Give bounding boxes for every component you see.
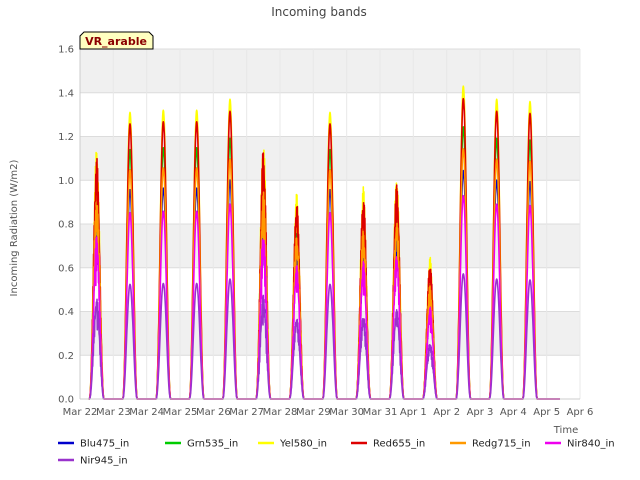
- y-tick-labels: 0.0 0.2 0.4 0.6 0.8 1.0 1.2 1.4 1.6: [58, 45, 74, 406]
- x-axis-label: Time: [553, 425, 578, 436]
- x-tick-label: Mar 25: [163, 407, 198, 418]
- plot-band: [80, 49, 580, 93]
- y-tick-label: 1.0: [58, 176, 74, 187]
- y-tick-label: 0.4: [58, 307, 74, 318]
- x-tick-label: Apr 5: [533, 407, 560, 418]
- y-tick-label: 0.2: [58, 351, 74, 362]
- legend-label: Nir840_in: [567, 439, 615, 450]
- x-tick-label: Apr 2: [433, 407, 460, 418]
- site-badge-label: VR_arable: [85, 35, 147, 48]
- site-badge: VR_arable: [79, 31, 154, 50]
- x-tick-label: Mar 30: [329, 407, 364, 418]
- x-tick-label: Mar 24: [129, 407, 164, 418]
- axes: [79, 49, 580, 400]
- x-tick-label: Mar 27: [229, 407, 264, 418]
- x-tick-label: Mar 26: [196, 407, 231, 418]
- legend: Blu475_in Grn535_in Yel580_in Red655_in Redg…: [58, 439, 615, 467]
- legend-label: Red655_in: [373, 439, 425, 450]
- y-tick-label: 0.8: [58, 220, 74, 231]
- y-tick-label: 1.4: [58, 88, 74, 99]
- x-tick-label: Apr 6: [567, 407, 594, 418]
- legend-label: Blu475_in: [80, 439, 129, 450]
- legend-label: Redg715_in: [472, 439, 531, 450]
- x-tick-label: Mar 28: [263, 407, 298, 418]
- x-tick-label: Mar 29: [296, 407, 331, 418]
- plot-band: [80, 224, 580, 268]
- x-tick-label: Apr 4: [500, 407, 527, 418]
- x-tick-label: Mar 22: [63, 407, 98, 418]
- x-tick-label: Mar 31: [363, 407, 398, 418]
- legend-label: Grn535_in: [187, 439, 238, 450]
- y-tick-label: 0.0: [58, 395, 74, 406]
- legend-label: Nir945_in: [80, 456, 128, 467]
- y-tick-label: 0.6: [58, 263, 74, 274]
- site-badge-box: [79, 31, 154, 50]
- x-tick-label: Mar 23: [96, 407, 131, 418]
- x-tick-label: Apr 1: [400, 407, 427, 418]
- grid-lines: [79, 48, 581, 400]
- legend-label: Yel580_in: [279, 439, 327, 450]
- chart-title: Incoming bands: [271, 5, 367, 19]
- y-axis-label: Incoming Radiation (W/m2): [9, 159, 20, 296]
- plot-band: [80, 311, 580, 356]
- y-tick-label: 1.2: [58, 132, 74, 143]
- y-tick-label: 1.6: [58, 45, 74, 56]
- x-tick-label: Apr 3: [467, 407, 494, 418]
